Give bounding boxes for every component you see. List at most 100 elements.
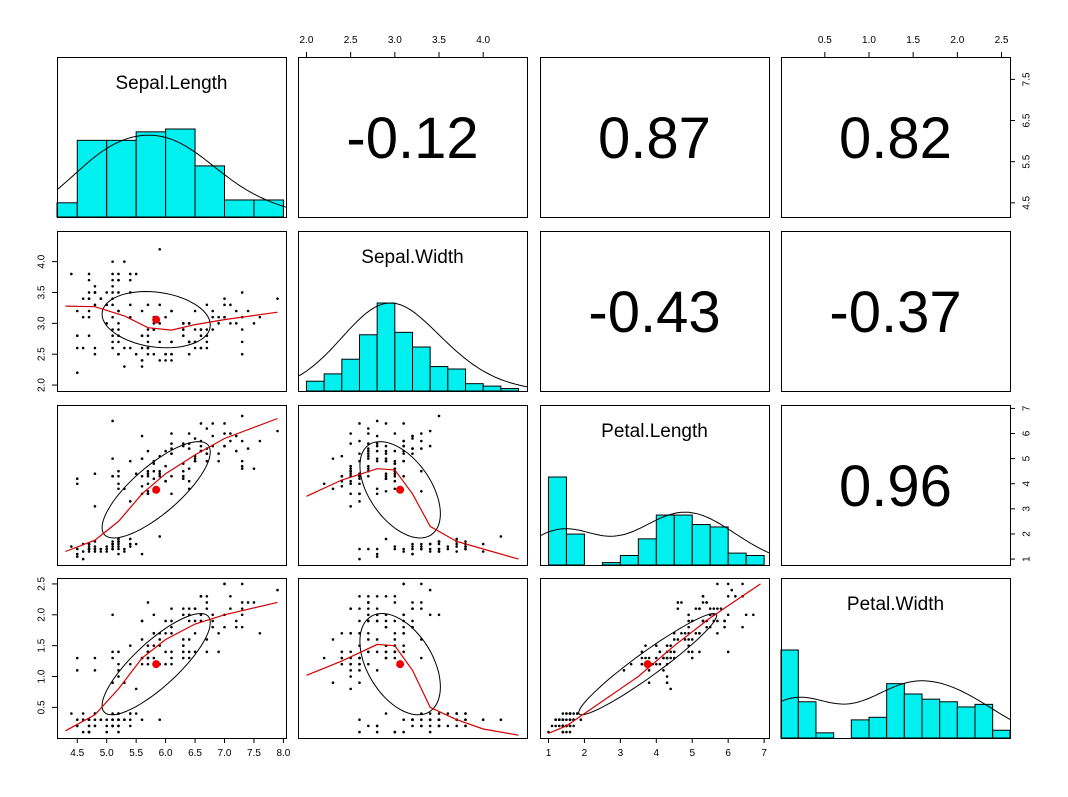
scatter-point	[568, 718, 572, 722]
scatter-point	[70, 545, 73, 548]
scatter-point	[246, 601, 250, 604]
scatter-point	[240, 352, 244, 356]
scatter-point	[111, 474, 114, 478]
scatter-point	[367, 724, 370, 728]
scatter-point	[158, 322, 162, 325]
scatter-point	[676, 638, 680, 641]
panel-frame	[57, 231, 287, 392]
histogram-bar	[868, 716, 888, 739]
histogram-bar	[106, 139, 137, 218]
scatter-point	[726, 650, 730, 654]
correlation-value: -0.37	[829, 280, 961, 345]
scatter-point	[181, 474, 185, 478]
scatter-point	[187, 479, 191, 483]
scatter-point	[358, 557, 361, 561]
scatter-point	[134, 712, 138, 715]
axis-tick-label: 2.0	[37, 607, 48, 621]
scatter-point	[402, 439, 405, 443]
histogram-bar	[447, 368, 467, 392]
scatter-point	[393, 479, 397, 483]
scatter-point	[402, 422, 405, 425]
scatter-point	[111, 272, 114, 276]
scatter-point	[367, 427, 370, 430]
correlation-ellipse	[578, 612, 718, 716]
scatter-point	[676, 607, 680, 610]
scatter-point	[665, 675, 669, 678]
scatter-point	[705, 625, 708, 629]
scatter-point	[240, 467, 244, 470]
scatter-point	[146, 469, 150, 473]
scatter-point	[105, 545, 109, 548]
scatter-point	[240, 328, 244, 331]
scatter-point	[428, 444, 432, 448]
panel-frame	[540, 405, 770, 566]
scatter-point	[211, 422, 215, 425]
scatter-point	[481, 718, 485, 722]
scatter-point	[181, 656, 185, 660]
axis-tick-label: 3.0	[37, 316, 48, 330]
scatter-point	[229, 594, 232, 598]
scatter-point	[205, 303, 209, 307]
scatter-point	[134, 542, 138, 546]
scatter-point	[205, 346, 209, 350]
axis-tick-label: 4	[1022, 481, 1033, 487]
scatter-point	[217, 650, 220, 654]
scatter-point	[217, 459, 220, 463]
axis-tick-label: 1.0	[37, 669, 48, 683]
axis-tick-label: 2.5	[37, 577, 48, 591]
scatter-point	[694, 632, 698, 635]
scatter-point	[128, 644, 132, 647]
scatter-point	[158, 359, 162, 362]
scatter-point	[229, 432, 232, 435]
scatter-point	[193, 607, 197, 610]
scatter-point	[170, 632, 173, 635]
scatter-point	[428, 730, 432, 734]
panel-frame	[57, 405, 287, 566]
scatter-point	[662, 669, 665, 672]
scatter-point	[669, 644, 672, 647]
scatter-point	[81, 550, 85, 553]
scatter-point	[217, 452, 220, 455]
histogram-bar	[376, 302, 396, 392]
scatter-point	[437, 613, 441, 617]
scatter-point	[75, 552, 79, 556]
scatter-point	[568, 724, 572, 728]
scatter-point	[402, 632, 405, 635]
axis-tick-label: 5.5	[1022, 154, 1033, 168]
scatter-point	[669, 687, 672, 691]
scatter-point	[420, 545, 423, 548]
histogram-bar	[601, 562, 621, 566]
scatter-point	[358, 500, 361, 503]
scatter-point	[358, 681, 361, 684]
scatter-point	[158, 247, 162, 251]
scatter-point	[117, 487, 120, 491]
scatter-point	[87, 315, 91, 319]
scatter-point	[437, 414, 441, 418]
scatter-point	[375, 449, 379, 453]
scatter-point	[734, 594, 737, 598]
scatter-point	[152, 462, 156, 465]
scatter-point	[205, 328, 209, 331]
scatter-point	[331, 487, 335, 491]
scatter-point	[170, 452, 173, 455]
scatter-point	[683, 632, 687, 635]
scatter-point	[393, 472, 397, 476]
scatter-point	[420, 542, 423, 546]
scatter-point	[340, 656, 344, 660]
scatter-point	[81, 712, 85, 715]
scatter-point	[726, 613, 730, 617]
scatter-point	[561, 712, 565, 715]
scatter-point	[205, 601, 209, 604]
axis-tick-label: 6	[1022, 430, 1033, 436]
scatter-point	[375, 669, 379, 672]
scatter-point	[340, 454, 344, 458]
scatter-point	[234, 619, 238, 623]
scatter-point	[164, 464, 167, 468]
scatter-point	[367, 632, 370, 635]
scatter-point	[164, 632, 167, 635]
scatter-point	[375, 724, 379, 728]
correlation-ellipse	[359, 612, 441, 716]
scatter-point	[557, 724, 561, 728]
scatter-point	[158, 469, 162, 473]
scatter-point	[117, 272, 120, 276]
